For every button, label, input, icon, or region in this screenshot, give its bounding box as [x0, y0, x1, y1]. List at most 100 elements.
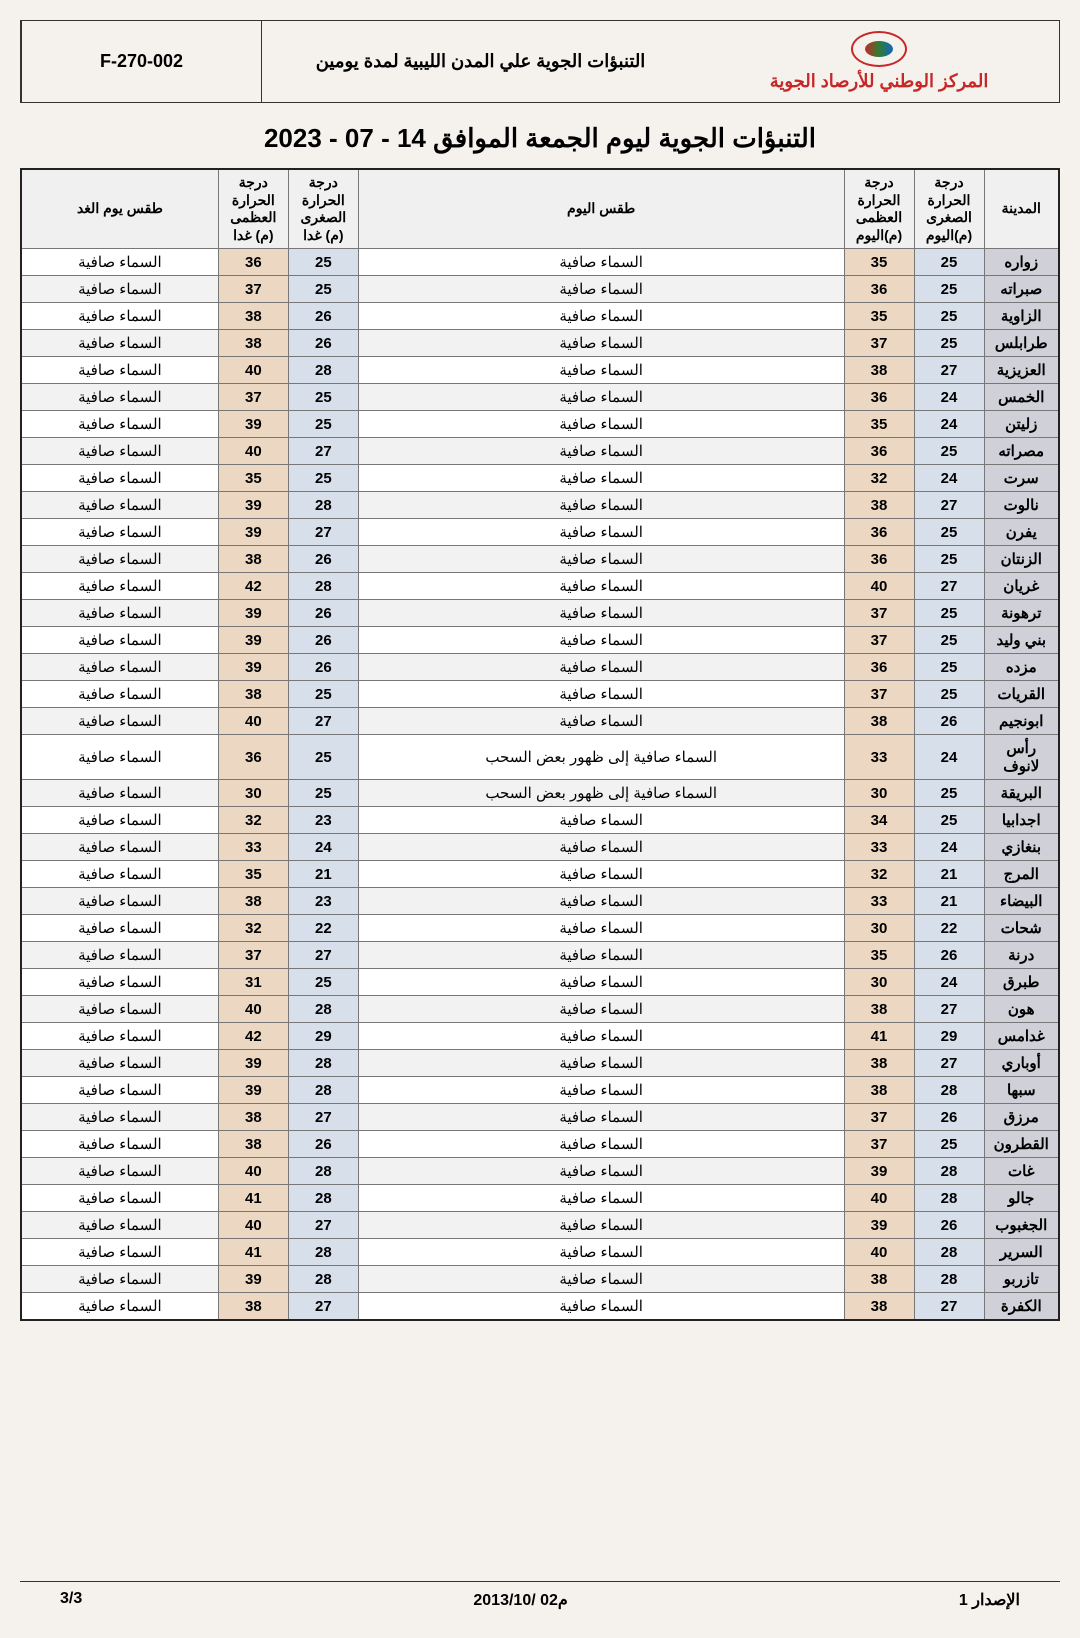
cell-min-today: 28 [914, 1077, 984, 1104]
cell-cond-tom: السماء صافية [21, 573, 218, 600]
cell-city: هون [984, 996, 1059, 1023]
cell-max-today: 36 [844, 276, 914, 303]
cell-max-tom: 42 [218, 573, 288, 600]
cell-city: المرج [984, 861, 1059, 888]
form-code: F-270-002 [21, 21, 261, 102]
cell-min-today: 29 [914, 1023, 984, 1050]
cell-cond-tom: السماء صافية [21, 492, 218, 519]
cell-max-tom: 42 [218, 1023, 288, 1050]
cell-cond-today: السماء صافية [358, 330, 844, 357]
cell-cond-tom: السماء صافية [21, 861, 218, 888]
cell-cond-today: السماء صافية [358, 996, 844, 1023]
table-row: يفرن2536السماء صافية2739السماء صافية [21, 519, 1059, 546]
table-header-row: المدينة درجة الحرارة الصغرى (م)اليوم درج… [21, 169, 1059, 249]
cell-cond-today: السماء صافية [358, 681, 844, 708]
cell-city: اجدابيا [984, 807, 1059, 834]
cell-cond-today: السماء صافية [358, 915, 844, 942]
header-org: المركز الوطني للأرصاد الجوية [699, 21, 1059, 102]
cell-city: رأس لانوف [984, 735, 1059, 780]
cell-min-today: 25 [914, 654, 984, 681]
cell-max-tom: 38 [218, 546, 288, 573]
cell-cond-tom: السماء صافية [21, 834, 218, 861]
cell-min-tom: 25 [288, 249, 358, 276]
table-row: نالوت2738السماء صافية2839السماء صافية [21, 492, 1059, 519]
cell-city: مصراته [984, 438, 1059, 465]
cell-cond-tom: السماء صافية [21, 1077, 218, 1104]
footer-date: 2013/10/ 02م [473, 1590, 567, 1610]
cell-min-tom: 28 [288, 1077, 358, 1104]
cell-min-tom: 28 [288, 1266, 358, 1293]
cell-min-today: 25 [914, 681, 984, 708]
table-row: زواره2535السماء صافية2536السماء صافية [21, 249, 1059, 276]
cell-min-today: 25 [914, 780, 984, 807]
org-name: المركز الوطني للأرصاد الجوية [770, 71, 989, 92]
cell-min-today: 25 [914, 276, 984, 303]
cell-min-today: 26 [914, 942, 984, 969]
cell-max-today: 40 [844, 1185, 914, 1212]
table-row: القريات2537السماء صافية2538السماء صافية [21, 681, 1059, 708]
cell-min-tom: 26 [288, 627, 358, 654]
cell-cond-today: السماء صافية [358, 1050, 844, 1077]
cell-max-today: 36 [844, 519, 914, 546]
cell-city: ابونجيم [984, 708, 1059, 735]
cell-min-today: 25 [914, 519, 984, 546]
table-row: القطرون2537السماء صافية2638السماء صافية [21, 1131, 1059, 1158]
cell-max-today: 38 [844, 1266, 914, 1293]
footer: الإصدار 1 2013/10/ 02م 3/3 [20, 1581, 1060, 1618]
header-title: التنبؤات الجوية علي المدن الليبية لمدة ي… [261, 21, 699, 102]
cell-min-today: 24 [914, 411, 984, 438]
cell-min-tom: 28 [288, 1158, 358, 1185]
cell-cond-today: السماء صافية إلى ظهور بعض السحب [358, 780, 844, 807]
cell-cond-tom: السماء صافية [21, 1266, 218, 1293]
cell-max-tom: 32 [218, 915, 288, 942]
cell-cond-tom: السماء صافية [21, 438, 218, 465]
cell-cond-today: السماء صافية [358, 861, 844, 888]
cell-city: يفرن [984, 519, 1059, 546]
cell-city: الزنتان [984, 546, 1059, 573]
cell-cond-today: السماء صافية [358, 438, 844, 465]
table-row: مرزق2637السماء صافية2738السماء صافية [21, 1104, 1059, 1131]
cell-cond-today: السماء صافية [358, 546, 844, 573]
cell-cond-today: السماء صافية [358, 708, 844, 735]
footer-issue: الإصدار 1 [959, 1590, 1020, 1610]
cell-min-tom: 27 [288, 1212, 358, 1239]
cell-cond-tom: السماء صافية [21, 915, 218, 942]
cell-city: الزاوية [984, 303, 1059, 330]
document-header: F-270-002 التنبؤات الجوية علي المدن اللي… [20, 20, 1060, 103]
cell-max-tom: 32 [218, 807, 288, 834]
cell-max-today: 38 [844, 357, 914, 384]
cell-max-today: 38 [844, 708, 914, 735]
cell-city: طرابلس [984, 330, 1059, 357]
cell-min-tom: 26 [288, 1131, 358, 1158]
cell-city: غريان [984, 573, 1059, 600]
cell-city: الكفرة [984, 1293, 1059, 1321]
cell-cond-tom: السماء صافية [21, 735, 218, 780]
cell-cond-tom: السماء صافية [21, 249, 218, 276]
cell-min-today: 26 [914, 1212, 984, 1239]
cell-max-tom: 36 [218, 735, 288, 780]
cell-max-today: 36 [844, 438, 914, 465]
table-row: البيضاء2133السماء صافية2338السماء صافية [21, 888, 1059, 915]
cell-city: أوباري [984, 1050, 1059, 1077]
cell-max-tom: 30 [218, 780, 288, 807]
cell-min-today: 25 [914, 600, 984, 627]
cell-city: زليتن [984, 411, 1059, 438]
cell-max-today: 30 [844, 780, 914, 807]
col-min-tom: درجة الحرارة الصغرى (م) غدا [288, 169, 358, 249]
table-row: الكفرة2738السماء صافية2738السماء صافية [21, 1293, 1059, 1321]
cell-city: السرير [984, 1239, 1059, 1266]
cell-min-today: 25 [914, 249, 984, 276]
col-max-tom: درجة الحرارة العظمى (م) غدا [218, 169, 288, 249]
cell-cond-tom: السماء صافية [21, 411, 218, 438]
table-row: بني وليد2537السماء صافية2639السماء صافية [21, 627, 1059, 654]
table-row: العزيزية2738السماء صافية2840السماء صافية [21, 357, 1059, 384]
cell-min-today: 21 [914, 888, 984, 915]
table-row: شحات2230السماء صافية2232السماء صافية [21, 915, 1059, 942]
cell-city: صبراته [984, 276, 1059, 303]
cell-cond-tom: السماء صافية [21, 654, 218, 681]
cell-city: بني وليد [984, 627, 1059, 654]
cell-min-today: 28 [914, 1158, 984, 1185]
cell-max-tom: 41 [218, 1185, 288, 1212]
table-row: جالو2840السماء صافية2841السماء صافية [21, 1185, 1059, 1212]
cell-cond-tom: السماء صافية [21, 276, 218, 303]
